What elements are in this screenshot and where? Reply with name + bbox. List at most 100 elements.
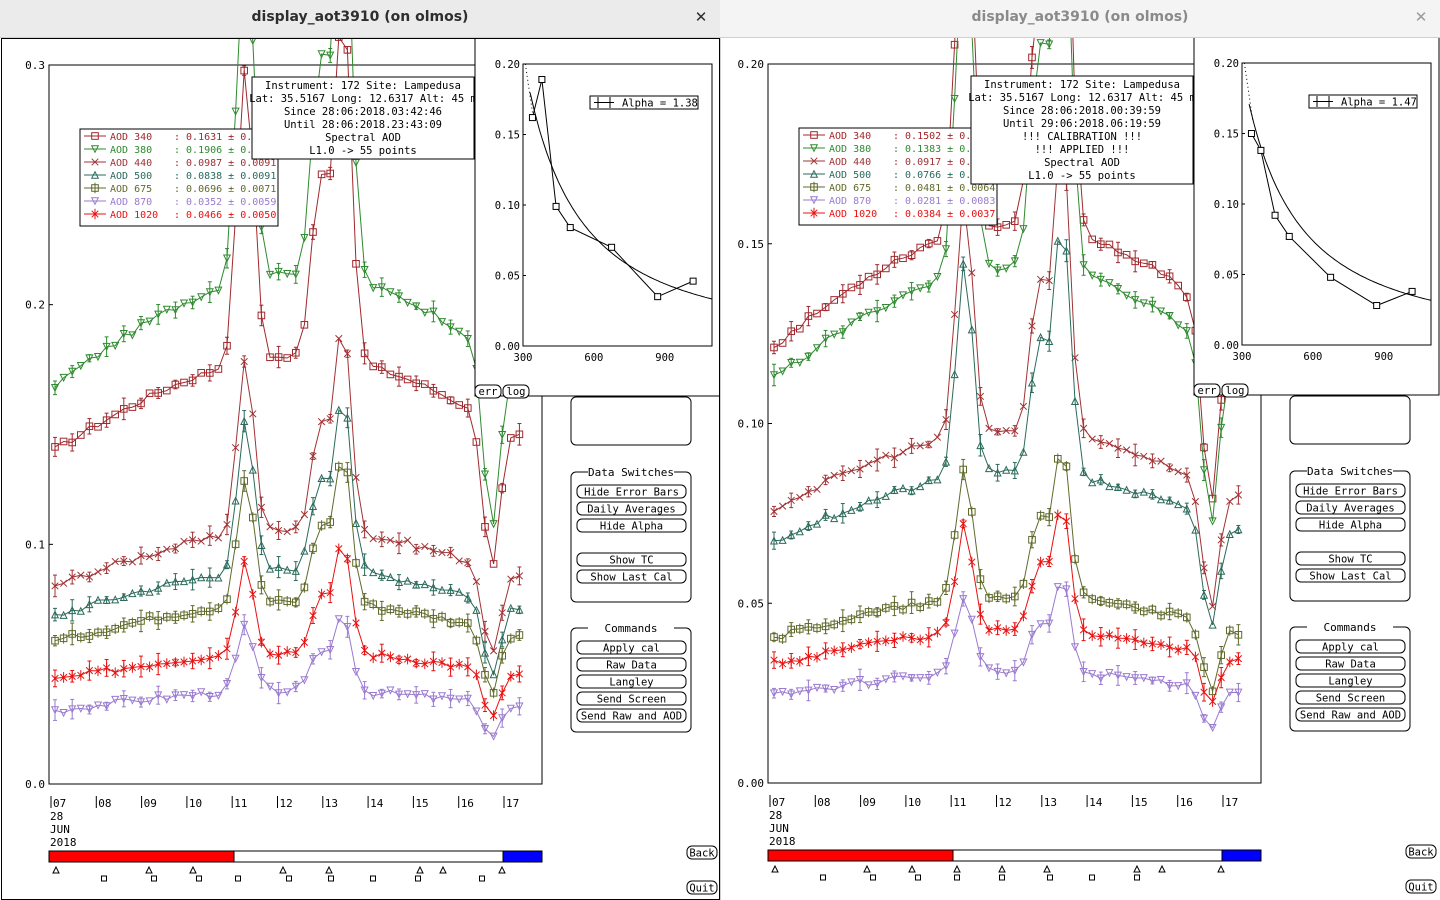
data-marker xyxy=(154,691,163,700)
log-button-label[interactable]: log xyxy=(507,386,526,398)
langley-button[interactable] xyxy=(576,674,687,689)
group-title-bg xyxy=(588,466,674,478)
send-screen-button[interactable] xyxy=(576,691,687,706)
send-raw-and-aod-button[interactable] xyxy=(576,708,687,723)
err-button[interactable] xyxy=(1193,383,1221,398)
close-icon[interactable]: ✕ xyxy=(694,8,708,26)
legend-label: AOD 500 xyxy=(829,170,871,181)
raw-data-label[interactable]: Raw Data xyxy=(1325,659,1376,671)
apply-cal-button[interactable] xyxy=(1295,639,1406,654)
title-bar[interactable]: display_aot3910 (on olmos) ✕ xyxy=(720,0,1440,38)
back-button[interactable] xyxy=(1405,844,1437,859)
send-screen-label[interactable]: Send Screen xyxy=(597,694,667,706)
show-tc-label[interactable]: Show TC xyxy=(1328,554,1372,566)
data-marker xyxy=(472,438,481,446)
err-button[interactable] xyxy=(474,384,502,399)
data-marker xyxy=(1053,236,1062,245)
back-button-label[interactable]: Back xyxy=(689,848,715,860)
show-last-cal-label[interactable]: Show Last Cal xyxy=(590,572,672,584)
hide-alpha-button[interactable] xyxy=(576,518,687,533)
raw-data-button[interactable] xyxy=(576,657,687,672)
hide-alpha-label[interactable]: Hide Alpha xyxy=(1319,520,1382,532)
send-raw-and-aod-button[interactable] xyxy=(1295,707,1406,722)
show-last-cal-label[interactable]: Show Last Cal xyxy=(1309,571,1391,583)
langley-button[interactable] xyxy=(1295,673,1406,688)
data-marker xyxy=(813,485,821,494)
close-icon[interactable]: ✕ xyxy=(1414,8,1428,26)
hide-alpha-label[interactable]: Hide Alpha xyxy=(600,521,663,533)
apply-cal-button[interactable] xyxy=(576,640,687,655)
alpha-label: Alpha = 1.38 xyxy=(622,98,698,110)
data-marker xyxy=(813,651,821,663)
back-button-label[interactable]: Back xyxy=(1408,847,1434,859)
err-button-label[interactable]: err xyxy=(1198,385,1217,397)
log-button[interactable] xyxy=(1221,383,1249,398)
show-tc-button[interactable] xyxy=(1295,551,1406,566)
send-raw-and-aod-label[interactable]: Send Raw and AOD xyxy=(1300,710,1401,722)
data-marker xyxy=(1148,457,1157,465)
data-marker xyxy=(856,465,864,473)
err-button-label[interactable]: err xyxy=(479,386,498,398)
data-marker xyxy=(120,663,128,674)
data-marker xyxy=(821,510,830,519)
back-button[interactable] xyxy=(686,845,718,860)
show-last-cal-button[interactable] xyxy=(1295,568,1406,583)
hide-error-bars-label[interactable]: Hide Error Bars xyxy=(584,487,679,499)
langley-label[interactable]: Langley xyxy=(1328,676,1372,688)
show-tc-label[interactable]: Show TC xyxy=(609,555,653,567)
hide-error-bars-button[interactable] xyxy=(1295,483,1406,498)
data-marker xyxy=(890,672,899,681)
day-bar-blue xyxy=(502,850,543,863)
title-bar[interactable]: display_aot3910 (on olmos) ✕ xyxy=(0,0,720,38)
apply-cal-label[interactable]: Apply cal xyxy=(603,643,660,655)
send-raw-and-aod-label[interactable]: Send Raw and AOD xyxy=(581,711,682,723)
quit-button[interactable] xyxy=(1405,879,1437,894)
data-marker xyxy=(898,672,908,681)
hide-error-bars-label[interactable]: Hide Error Bars xyxy=(1303,486,1398,498)
x-tick-label: 09 xyxy=(863,796,876,809)
show-tc-button[interactable] xyxy=(576,552,687,567)
hide-error-bars-button[interactable] xyxy=(576,484,687,499)
daily-averages-label[interactable]: Daily Averages xyxy=(1306,503,1395,515)
data-marker xyxy=(924,674,933,683)
send-screen-label[interactable]: Send Screen xyxy=(1316,693,1386,705)
send-screen-button[interactable] xyxy=(1295,690,1406,705)
series-aod-440 xyxy=(51,334,524,655)
data-marker xyxy=(899,448,907,456)
langley-label[interactable]: Langley xyxy=(609,677,653,689)
data-marker xyxy=(507,434,515,442)
log-button-label[interactable]: log xyxy=(1226,385,1245,397)
data-marker xyxy=(941,457,951,466)
data-marker xyxy=(292,348,300,357)
data-marker xyxy=(136,698,146,707)
show-last-cal-button[interactable] xyxy=(576,569,687,584)
apply-cal-label[interactable]: Apply cal xyxy=(1322,642,1379,654)
raw-data-button[interactable] xyxy=(1295,656,1406,671)
data-marker xyxy=(50,383,60,393)
data-marker xyxy=(809,169,819,178)
daily-averages-label[interactable]: Daily Averages xyxy=(587,504,676,516)
daily-averages-button[interactable] xyxy=(1295,500,1406,515)
date-label: 2018 xyxy=(50,836,77,849)
y-tick-label: 0.0 xyxy=(25,778,45,791)
day-marker xyxy=(151,875,157,882)
data-marker xyxy=(873,495,882,504)
data-marker xyxy=(91,158,99,166)
data-marker xyxy=(821,476,830,484)
data-marker xyxy=(154,583,163,592)
data-marker xyxy=(179,299,189,308)
day-marker xyxy=(286,875,292,882)
x-tick-label: 11 xyxy=(234,797,247,810)
hide-alpha-button[interactable] xyxy=(1295,517,1406,532)
series-aod-500 xyxy=(50,405,524,679)
day-marker xyxy=(771,864,779,873)
data-marker xyxy=(839,469,847,477)
log-button[interactable] xyxy=(502,384,530,399)
raw-data-label[interactable]: Raw Data xyxy=(606,660,657,672)
data-marker xyxy=(830,513,839,523)
quit-button-label[interactable]: Quit xyxy=(1408,882,1433,894)
quit-button-label[interactable]: Quit xyxy=(689,883,714,895)
daily-averages-button[interactable] xyxy=(576,501,687,516)
data-marker xyxy=(1019,658,1028,667)
quit-button[interactable] xyxy=(686,880,718,895)
